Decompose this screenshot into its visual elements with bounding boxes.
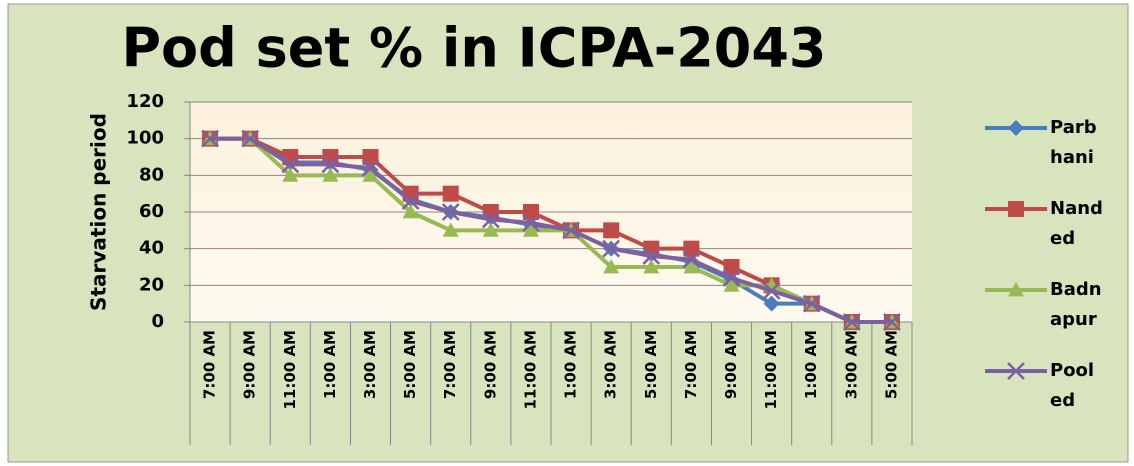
point [522, 222, 539, 237]
x-tick-label: 3:00 AM [602, 330, 620, 399]
point [281, 155, 300, 174]
y-tick-label: 40 [139, 238, 164, 259]
point [522, 214, 540, 232]
y-axis-label: Starvation period [87, 113, 111, 311]
legend-marker [1008, 282, 1024, 297]
point [682, 250, 701, 269]
legend-label: Pooled [1050, 360, 1095, 411]
x-tick-label: 5:00 AM [401, 330, 419, 399]
point [522, 204, 539, 220]
y-tick-label: 120 [126, 91, 164, 112]
x-tick-label: 7:00 AM [682, 330, 700, 399]
point [442, 185, 459, 202]
x-tick-label: 1:00 AM [562, 330, 580, 399]
series-line [210, 136, 892, 324]
point [442, 222, 459, 237]
x-tick-label: 5:00 AM [882, 330, 900, 399]
x-tick-label: 7:00 AM [201, 330, 219, 399]
y-tick-label: 60 [139, 201, 164, 222]
point [723, 277, 740, 292]
point [441, 203, 460, 221]
x-tick-label: 7:00 AM [441, 330, 459, 399]
legend-marker [1008, 120, 1024, 136]
point [802, 294, 821, 313]
point [842, 313, 861, 331]
legend-label: Badnapur [1050, 279, 1102, 330]
point [763, 295, 780, 312]
point [481, 210, 500, 229]
point [603, 222, 620, 239]
x-tick-label: 3:00 AM [842, 330, 860, 399]
point [722, 269, 741, 287]
point [402, 204, 419, 219]
y-tick-label: 100 [126, 128, 164, 149]
x-tick-label: 3:00 AM [361, 330, 379, 399]
y-tick-label: 20 [139, 274, 164, 295]
point [643, 259, 660, 274]
legend-marker [1007, 362, 1025, 380]
point [321, 155, 340, 174]
point [683, 259, 700, 274]
legend-label: Parbhani [1050, 117, 1097, 168]
point [642, 247, 661, 265]
x-tick-label: 9:00 AM [722, 330, 740, 399]
x-tick-label: 5:00 AM [642, 330, 660, 399]
point [683, 240, 700, 257]
point [602, 239, 621, 258]
point [762, 281, 781, 300]
point [603, 259, 620, 274]
point [201, 129, 219, 148]
point [362, 149, 379, 165]
point [361, 159, 380, 177]
x-tick-label: 1:00 AM [802, 330, 820, 399]
legend-marker [1008, 201, 1024, 217]
point [241, 129, 260, 148]
x-tick-label: 11:00 AM [762, 330, 780, 410]
chart-title: Pod set % in ICPA-2043 [121, 17, 826, 80]
legend-label: Nanded [1050, 198, 1103, 249]
x-tick-label: 9:00 AM [241, 330, 259, 399]
x-tick-label: 11:00 AM [521, 330, 539, 410]
y-tick-label: 0 [151, 311, 164, 332]
point [282, 167, 299, 182]
point [562, 221, 580, 240]
point [401, 192, 420, 210]
series-line [210, 136, 892, 324]
x-tick-label: 9:00 AM [481, 330, 499, 399]
x-tick-label: 11:00 AM [281, 330, 299, 410]
x-tick-label: 1:00 AM [321, 330, 339, 399]
point [723, 259, 740, 275]
point [322, 167, 339, 182]
point [883, 313, 901, 331]
point [362, 167, 379, 182]
y-tick-label: 80 [139, 164, 164, 185]
point [482, 222, 499, 237]
